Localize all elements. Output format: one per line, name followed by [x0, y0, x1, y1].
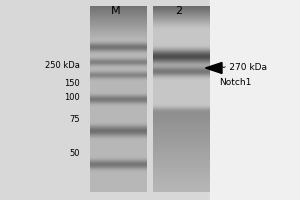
Text: M: M [111, 6, 120, 16]
Bar [210, 0, 300, 200]
Text: 75: 75 [69, 116, 80, 124]
Text: 50: 50 [69, 150, 80, 158]
Polygon shape [206, 63, 222, 74]
Text: 250 kDa: 250 kDa [45, 62, 80, 71]
Text: 2: 2 [175, 6, 182, 16]
Text: Notch1: Notch1 [219, 78, 251, 87]
Text: ~ 270 kDa: ~ 270 kDa [219, 63, 267, 72]
Text: 100: 100 [64, 94, 80, 102]
Text: 150: 150 [64, 79, 80, 88]
